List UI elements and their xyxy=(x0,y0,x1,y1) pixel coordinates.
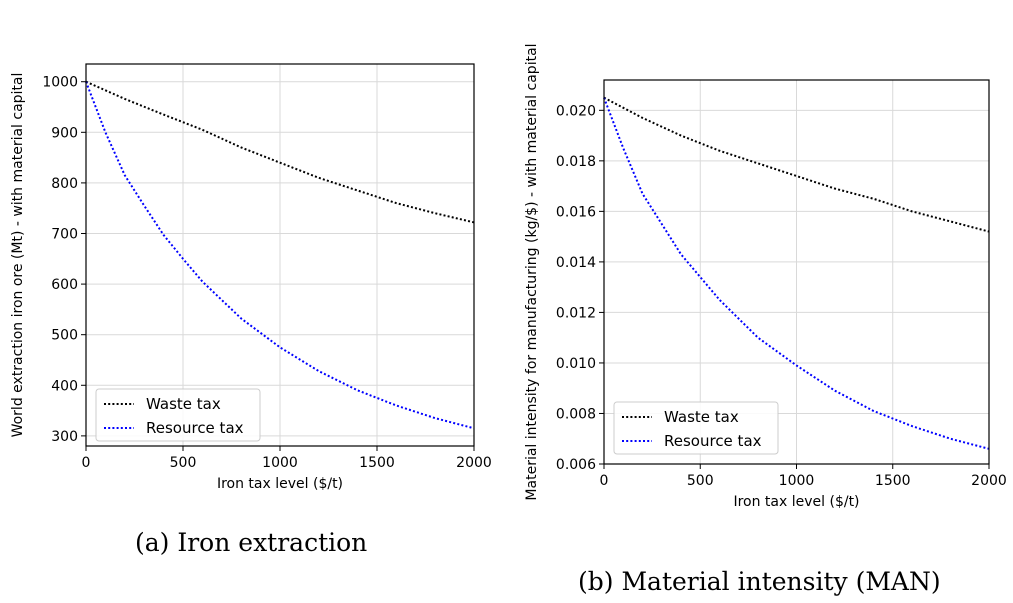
y-tick-label: 1000 xyxy=(42,75,78,91)
x-axis-label: Iron tax level ($/t) xyxy=(217,476,343,492)
y-axis-label: World extraction iron ore (Mt) - with ma… xyxy=(10,73,26,438)
series-line-waste-tax xyxy=(603,96,990,233)
x-tick-label: 0 xyxy=(600,473,609,489)
y-tick-label: 0.018 xyxy=(556,154,596,170)
y-tick-label: 300 xyxy=(51,429,78,445)
y-tick-label: 0.006 xyxy=(556,457,596,473)
y-tick-label: 0.012 xyxy=(556,305,596,321)
series-line-waste-tax xyxy=(85,80,475,224)
y-axis-label: Material intensity for manufacturing (kg… xyxy=(524,43,540,500)
legend-box xyxy=(613,401,779,455)
caption-iron-extraction: (a) Iron extraction xyxy=(135,528,368,557)
y-tick-label: 700 xyxy=(51,226,78,242)
y-tick-label: 0.010 xyxy=(556,356,596,372)
series-line-resource-tax xyxy=(603,97,990,450)
x-tick-label: 1500 xyxy=(359,455,395,471)
caption-material-intensity: (b) Material intensity (MAN) xyxy=(578,567,941,596)
x-tick-label: 1000 xyxy=(262,455,298,471)
x-tick-label: 1000 xyxy=(779,473,815,489)
y-tick-label: 0.016 xyxy=(556,204,596,220)
x-axis-label: Iron tax level ($/t) xyxy=(733,494,859,510)
x-tick-label: 500 xyxy=(687,473,714,489)
y-tick-label: 900 xyxy=(51,125,78,141)
y-tick-label: 0.008 xyxy=(556,406,596,422)
panel-material-intensity: 0 500 1000 1500 2000 0.006 0.008 0.010 0.012 0.01… xyxy=(524,43,1007,510)
x-tick-label: 0 xyxy=(82,455,91,471)
legend-box xyxy=(95,388,261,442)
y-tick-label: 400 xyxy=(51,378,78,394)
legend-entry-resource-tax: Resource tax xyxy=(146,419,244,437)
legend-entry-resource-tax: Resource tax xyxy=(664,432,762,450)
legend: Waste tax Resource tax xyxy=(613,401,779,455)
x-tick-label: 2000 xyxy=(971,473,1007,489)
y-tick-label: 0.020 xyxy=(556,103,596,119)
y-tick-label: 800 xyxy=(51,176,78,192)
x-tick-label: 500 xyxy=(170,455,197,471)
y-tick-label: 0.014 xyxy=(556,255,596,271)
x-tick-label: 1500 xyxy=(875,473,911,489)
y-tick-label: 500 xyxy=(51,328,78,344)
legend: Waste tax Resource tax xyxy=(95,388,261,442)
y-tick-label: 600 xyxy=(51,277,78,293)
x-tick-label: 2000 xyxy=(456,455,492,471)
legend-entry-waste-tax: Waste tax xyxy=(664,408,739,426)
panel-iron-extraction: 0 500 1000 1500 2000 300 400 500 600 700 800 900 100… xyxy=(10,63,492,492)
legend-entry-waste-tax: Waste tax xyxy=(146,395,221,413)
series-line-resource-tax xyxy=(85,81,475,430)
